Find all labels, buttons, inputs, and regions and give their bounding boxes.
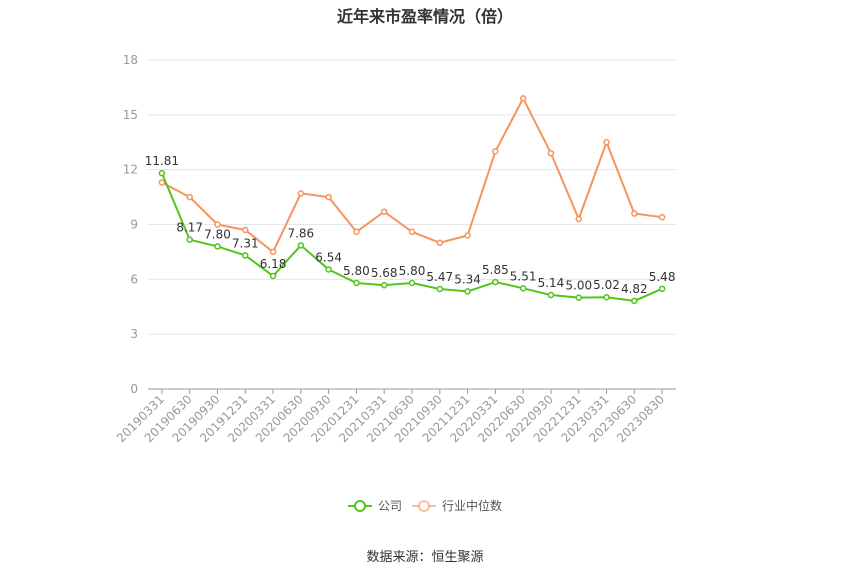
y-tick-label: 9 <box>130 218 138 232</box>
industry-median-data-point <box>325 193 332 201</box>
legend-swatch-marker <box>418 500 430 512</box>
company-data-label: 7.86 <box>287 226 314 240</box>
company-data-point <box>297 242 305 249</box>
industry-median-data-point <box>519 95 527 102</box>
industry-median-data-point <box>575 215 582 223</box>
company-data-label: 5.80 <box>399 264 426 278</box>
legend-item-company[interactable]: 公司 <box>348 499 402 513</box>
company-data-label: 5.51 <box>510 269 537 283</box>
company-data-label: 7.80 <box>204 227 231 241</box>
company-data-point <box>492 278 499 286</box>
company-data-label: 5.48 <box>649 270 676 284</box>
industry-median-data-point <box>436 239 444 247</box>
company-data-point <box>408 279 416 287</box>
data-labels: 11.818.17 7.807.316.187.866.545.80 5.68 5.8… <box>145 154 676 296</box>
company-data-label: 5.68 <box>371 266 398 280</box>
company-data-label: 6.54 <box>315 250 342 264</box>
industry-median-data-point <box>214 221 221 228</box>
y-tick-label: 18 <box>123 53 138 67</box>
industry-median-data-point <box>353 228 360 236</box>
legend-label-industry-median: 行业中位数 <box>442 498 502 513</box>
company-data-point <box>353 279 360 287</box>
legend[interactable]: 公司 行业中位数 <box>348 498 502 513</box>
company-data-point <box>380 281 388 289</box>
company-data-point <box>158 169 166 177</box>
industry-median-data-point <box>464 232 471 239</box>
company-data-point <box>269 272 277 280</box>
company-data-point <box>436 285 444 293</box>
legend-label-company: 公司 <box>378 499 402 513</box>
y-tick-label: 15 <box>123 108 138 122</box>
company-data-point <box>603 293 610 301</box>
industry-median-data-point <box>547 149 555 157</box>
industry-median-data-point <box>408 228 416 236</box>
industry-median-data-point <box>492 148 499 155</box>
company-data-label: 5.47 <box>426 270 453 284</box>
y-axis-ticks: 0 3 6 9 12 15 18 <box>123 53 138 396</box>
company-data-point <box>214 243 221 250</box>
company-data-label: 6.18 <box>260 257 287 271</box>
x-axis-ticks: 2019033120190630201909302019123120200331… <box>114 389 667 445</box>
industry-median-data-point <box>603 139 610 146</box>
company-data-label: 5.00 <box>565 279 592 293</box>
company-data-label: 5.14 <box>538 276 565 290</box>
company-data-point <box>547 291 555 299</box>
y-tick-label: 0 <box>130 382 138 396</box>
company-data-point <box>242 252 249 259</box>
industry-median-data-point <box>269 248 277 256</box>
company-data-label: 5.02 <box>593 278 620 292</box>
company-data-label: 5.34 <box>454 272 481 286</box>
company-data-point <box>575 294 582 301</box>
source-note: 数据来源：恒生聚源 <box>366 550 484 565</box>
legend-swatch-marker <box>354 500 366 512</box>
company-data-label: 8.17 <box>176 221 203 235</box>
company-data-label: 11.81 <box>145 154 179 168</box>
y-tick-label: 3 <box>130 327 138 341</box>
company-data-label: 4.82 <box>621 282 648 296</box>
company-data-point <box>325 266 332 273</box>
company-data-point <box>519 285 527 292</box>
company-data-point <box>186 236 193 243</box>
company-data-point <box>464 288 471 295</box>
industry-median-data-point <box>380 208 388 215</box>
industry-median-data-point <box>186 193 193 201</box>
company-data-point <box>631 297 638 305</box>
industry-median-data-point <box>631 210 638 217</box>
legend-item-industry-median[interactable]: 行业中位数 <box>412 498 502 513</box>
industry-median-data-point <box>242 226 249 234</box>
series-layer <box>158 95 666 305</box>
industry-median-data-point <box>158 179 166 186</box>
grid-lines <box>148 59 676 335</box>
y-tick-label: 12 <box>123 163 138 177</box>
industry-median-data-point <box>658 213 666 221</box>
industry-median-data-point <box>297 190 305 197</box>
company-data-point <box>658 285 666 293</box>
y-tick-label: 6 <box>130 272 138 286</box>
chart-title: 近年来市盈率情况（倍） <box>336 7 513 26</box>
company-data-label: 5.85 <box>482 263 509 277</box>
company-data-label: 7.31 <box>232 236 259 250</box>
company-data-label: 5.80 <box>343 264 370 278</box>
